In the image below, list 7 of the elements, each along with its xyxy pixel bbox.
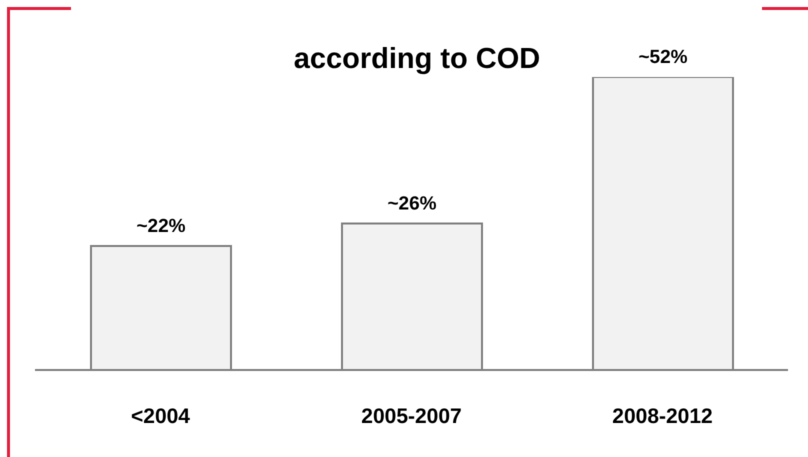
data-label: ~52% — [638, 47, 688, 68]
x-tick-label: 2005-2007 — [361, 404, 462, 428]
chart-title: according to COD — [294, 43, 540, 75]
x-tick-label: 2008-2012 — [612, 404, 713, 428]
x-tick-label: <2004 — [131, 404, 190, 428]
data-label: ~26% — [387, 194, 437, 214]
data-label: ~22% — [136, 216, 186, 238]
